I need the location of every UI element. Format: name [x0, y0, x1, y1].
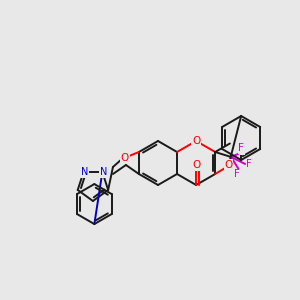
- Text: N: N: [81, 167, 88, 177]
- Text: F: F: [246, 159, 252, 169]
- Text: O: O: [192, 136, 200, 146]
- Text: O: O: [121, 153, 129, 163]
- Text: F: F: [234, 169, 240, 179]
- Text: O: O: [192, 160, 200, 170]
- Text: F: F: [238, 143, 244, 153]
- Text: N: N: [100, 167, 107, 177]
- Text: O: O: [224, 160, 232, 170]
- Text: F: F: [239, 145, 245, 155]
